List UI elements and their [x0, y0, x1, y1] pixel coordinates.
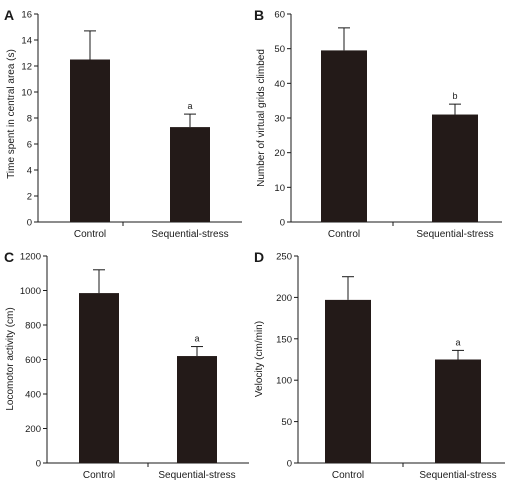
bar — [435, 359, 481, 463]
bar — [177, 356, 217, 463]
panel-d: D Velocity (cm/min) Control Sequential-s… — [254, 249, 505, 481]
y-tick-label: 600 — [25, 355, 41, 366]
y-tick-label: 6 — [27, 140, 32, 151]
y-tick-label: 4 — [27, 166, 32, 177]
y-tick-label: 200 — [25, 424, 41, 435]
y-tick-label: 0 — [287, 459, 292, 470]
bar — [70, 59, 110, 222]
panel-c: C Locomotor activity (cm) Control Sequen… — [4, 249, 249, 481]
panel-letter: D — [254, 249, 264, 265]
y-tick-label: 20 — [274, 148, 285, 159]
panel-letter: C — [4, 249, 14, 265]
y-tick-label: 60 — [274, 10, 285, 21]
category-label: Sequential-stress — [416, 229, 493, 240]
panel-letter: A — [4, 7, 14, 23]
y-tick-label: 250 — [276, 252, 292, 263]
significance-label: b — [452, 91, 457, 101]
y-tick-label: 8 — [27, 114, 32, 125]
y-tick-label: 1200 — [20, 252, 41, 263]
y-axis-label: Time spent in central area (s) — [6, 49, 17, 179]
y-tick-label: 1000 — [20, 286, 41, 297]
bar — [170, 127, 210, 222]
panel-a: A Time spent in central area (s) Control… — [4, 7, 242, 240]
y-tick-label: 0 — [27, 218, 32, 229]
y-tick-label: 150 — [276, 334, 292, 345]
y-tick-label: 40 — [274, 79, 285, 90]
significance-label: a — [194, 334, 199, 344]
y-tick-label: 50 — [274, 44, 285, 55]
y-tick-label: 200 — [276, 293, 292, 304]
y-tick-label: 800 — [25, 321, 41, 332]
significance-label: a — [187, 101, 192, 111]
y-tick-label: 10 — [274, 183, 285, 194]
y-axis-label: Velocity (cm/min) — [254, 321, 265, 397]
y-tick-label: 0 — [36, 459, 41, 470]
y-tick-label: 400 — [25, 390, 41, 401]
bar — [432, 114, 478, 222]
y-tick-label: 16 — [21, 10, 32, 21]
bar — [79, 293, 119, 463]
y-tick-label: 100 — [276, 376, 292, 387]
y-axis-label: Locomotor activity (cm) — [5, 307, 16, 410]
y-tick-label: 0 — [280, 218, 285, 229]
category-label: Control — [83, 470, 115, 481]
bar — [325, 299, 371, 463]
significance-label: a — [455, 337, 460, 347]
category-label: Control — [328, 229, 360, 240]
y-axis-label: Number of virtual grids climbed — [256, 49, 267, 187]
category-label: Control — [74, 229, 106, 240]
y-tick-label: 14 — [21, 36, 32, 47]
y-tick-label: 2 — [27, 192, 32, 203]
y-tick-label: 30 — [274, 114, 285, 125]
y-tick-label: 12 — [21, 62, 32, 73]
y-tick-label: 50 — [281, 417, 292, 428]
category-label: Sequential-stress — [158, 470, 235, 481]
category-label: Control — [332, 470, 364, 481]
category-label: Sequential-stress — [151, 229, 228, 240]
bar — [321, 50, 367, 223]
y-tick-label: 10 — [21, 88, 32, 99]
panel-letter: B — [254, 7, 264, 23]
panel-b: B Number of virtual grids climbed Contro… — [254, 7, 502, 240]
category-label: Sequential-stress — [419, 470, 496, 481]
